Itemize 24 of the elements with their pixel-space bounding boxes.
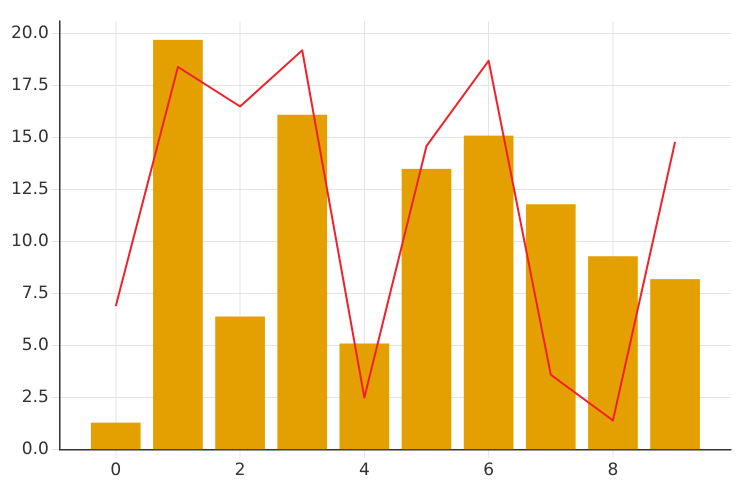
bar [526, 204, 576, 450]
y-tick-label: 7.5 [22, 283, 49, 304]
y-tick-label: 20.0 [10, 23, 49, 44]
bar [339, 344, 390, 450]
y-tick-label: 10.0 [10, 231, 49, 252]
x-tick-label: 4 [358, 460, 370, 480]
y-tick-label: 17.5 [10, 75, 49, 96]
y-tick-label: 0.0 [22, 439, 49, 460]
y-tick-label: 2.5 [22, 387, 49, 408]
bar [650, 279, 700, 450]
bar [215, 316, 265, 450]
x-tick-label: 8 [608, 460, 618, 480]
y-tick-label: 15.0 [10, 127, 49, 148]
y-tick-label: 5.0 [22, 335, 49, 356]
y-tick-label: 12.5 [10, 179, 49, 200]
bar [277, 114, 328, 450]
bar [402, 168, 452, 450]
bar [588, 256, 638, 450]
bar [90, 422, 141, 450]
x-tick-label: 0 [110, 460, 122, 480]
x-tick-label: 6 [483, 460, 494, 480]
x-tick-label: 2 [234, 460, 246, 480]
bar [153, 40, 203, 450]
bar [464, 136, 514, 450]
